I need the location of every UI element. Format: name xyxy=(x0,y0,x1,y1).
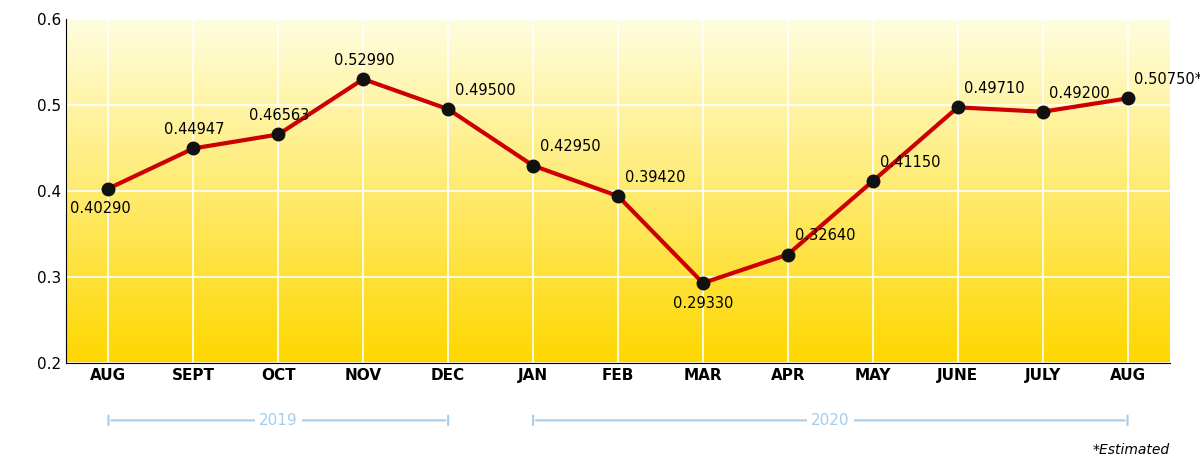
Text: 0.44947: 0.44947 xyxy=(163,122,224,137)
Text: 2020: 2020 xyxy=(811,413,850,428)
Text: 0.42950: 0.42950 xyxy=(540,139,600,154)
Text: 0.49500: 0.49500 xyxy=(455,83,516,98)
Text: 0.41150: 0.41150 xyxy=(880,155,940,170)
Point xyxy=(184,144,203,152)
Point xyxy=(863,178,882,185)
Text: 0.46563: 0.46563 xyxy=(248,108,308,123)
Point xyxy=(948,103,967,111)
Point xyxy=(1033,108,1052,116)
Point xyxy=(779,251,798,258)
Text: 0.32640: 0.32640 xyxy=(794,228,856,243)
Point xyxy=(438,105,457,113)
Point xyxy=(98,185,118,192)
Point xyxy=(269,131,288,138)
Text: 0.50750*: 0.50750* xyxy=(1134,72,1200,87)
Text: 0.40290: 0.40290 xyxy=(71,201,131,216)
Text: 0.49710: 0.49710 xyxy=(965,81,1025,96)
Point xyxy=(694,279,713,287)
Text: 0.49200: 0.49200 xyxy=(1050,86,1110,101)
Text: 0.52990: 0.52990 xyxy=(334,53,394,68)
Text: *Estimated: *Estimated xyxy=(1093,443,1170,457)
Point xyxy=(354,75,373,83)
Text: 0.39420: 0.39420 xyxy=(625,170,685,185)
Text: 0.29330: 0.29330 xyxy=(673,296,733,311)
Text: 2019: 2019 xyxy=(259,413,298,428)
Point xyxy=(608,192,628,200)
Point xyxy=(523,162,542,169)
Point xyxy=(1118,95,1138,102)
